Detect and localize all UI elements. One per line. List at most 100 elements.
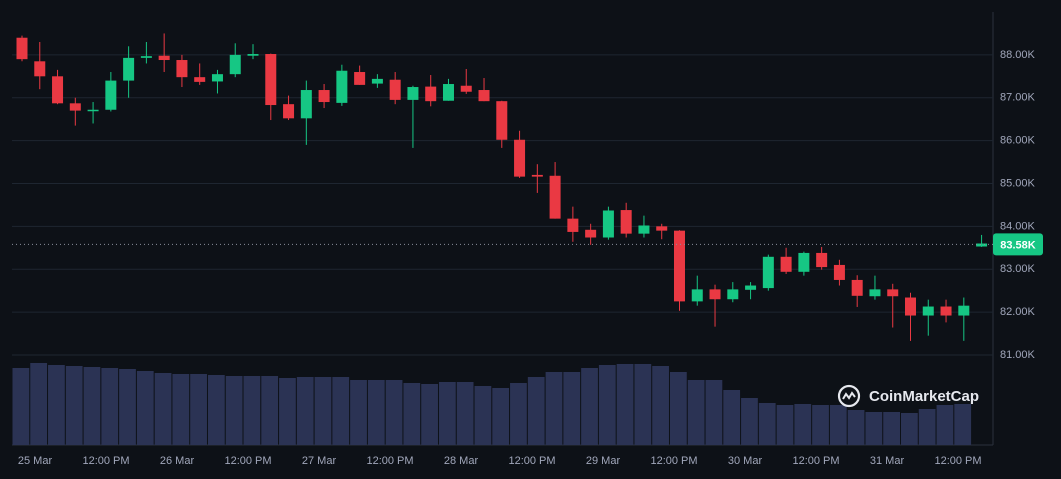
volume-bar — [527, 377, 545, 445]
candle-body — [958, 305, 970, 316]
volume-bar — [48, 365, 65, 445]
logo-icon — [837, 384, 861, 408]
candle-body — [780, 256, 792, 272]
volume-bar — [705, 380, 723, 445]
candle-body — [211, 74, 223, 82]
candle-body — [176, 60, 188, 78]
candle-body — [69, 103, 81, 111]
candle-body — [549, 175, 561, 219]
volume-bar — [207, 375, 225, 445]
volume-bar — [598, 365, 616, 445]
volume-bar — [669, 372, 687, 445]
candle-body — [833, 264, 845, 280]
volume-bar — [936, 405, 954, 445]
volume-bar — [563, 372, 581, 445]
x-tick-label: 31 Mar — [870, 455, 905, 467]
volume-bar — [723, 390, 741, 445]
volume-bar — [65, 366, 83, 445]
x-tick-label: 12:00 PM — [508, 455, 555, 467]
candle-body — [745, 285, 757, 290]
candle-body — [762, 256, 774, 289]
candle-body — [496, 101, 508, 140]
volume-bar — [172, 374, 190, 445]
volume-bar — [350, 380, 367, 445]
candle-body — [851, 279, 863, 296]
x-tick-label: 27 Mar — [302, 455, 337, 467]
x-tick-label: 30 Mar — [728, 455, 763, 467]
volume-bar — [776, 405, 794, 445]
candle-body — [87, 109, 99, 112]
candle-body — [922, 306, 934, 316]
volume-bar — [261, 376, 279, 445]
candle-body — [442, 84, 454, 101]
candle-body — [247, 54, 259, 56]
candle-body — [709, 289, 721, 300]
candle-body — [585, 229, 597, 238]
x-tick-label: 12:00 PM — [650, 455, 697, 467]
candle-body — [460, 85, 472, 92]
volume-bar — [847, 410, 865, 445]
candle-body — [673, 230, 685, 302]
candle-body — [229, 54, 241, 75]
volume-bar — [83, 367, 101, 445]
volume-bar — [154, 373, 172, 445]
volume-bar — [829, 405, 847, 445]
volume-bar — [225, 376, 243, 445]
y-tick-label: 85.00K — [1000, 177, 1036, 189]
volume-bar — [119, 369, 136, 445]
x-tick-label: 28 Mar — [444, 455, 479, 467]
volume-bar — [190, 374, 207, 445]
candle-body — [16, 37, 28, 60]
candle-body — [905, 297, 916, 316]
candle-body — [567, 218, 579, 232]
y-tick-label: 87.00K — [1000, 92, 1036, 104]
candle-body — [265, 54, 277, 106]
candle-body — [354, 72, 366, 85]
current-price-label: 83.58K — [1000, 239, 1036, 251]
candle-body — [727, 289, 739, 300]
volume-bar — [652, 366, 669, 445]
volume-bar — [403, 383, 421, 445]
volume-bar — [438, 382, 456, 445]
volume-bar — [456, 382, 474, 445]
candle-body — [638, 225, 650, 234]
volume-bar — [101, 368, 119, 445]
candle-body — [158, 55, 170, 61]
candle-body — [602, 210, 614, 238]
candle-body — [656, 226, 668, 231]
candle-body — [691, 289, 703, 302]
volume-bar — [545, 372, 563, 445]
candle-body — [531, 174, 543, 177]
y-tick-label: 86.00K — [1000, 135, 1036, 147]
candle-body — [336, 70, 348, 103]
volume-bar — [30, 363, 48, 445]
candle-body — [478, 90, 490, 102]
current-price-tag — [993, 233, 1043, 256]
x-tick-label: 12:00 PM — [792, 455, 839, 467]
candle-body — [798, 252, 810, 272]
volume-bar — [314, 377, 332, 445]
x-tick-label: 12:00 PM — [934, 455, 981, 467]
candle-body — [407, 87, 419, 100]
volume-bar — [954, 404, 972, 445]
candle-body — [887, 289, 899, 297]
volume-bar — [421, 384, 438, 445]
x-tick-label: 29 Mar — [586, 455, 621, 467]
candle-body — [940, 306, 952, 316]
candle-body — [976, 243, 988, 247]
candle-body — [318, 90, 330, 103]
volume-bar — [279, 378, 296, 445]
y-tick-label: 84.00K — [1000, 220, 1036, 232]
x-tick-label: 12:00 PM — [82, 455, 129, 467]
candle-body — [425, 86, 437, 102]
volume-bar — [510, 383, 527, 445]
volume-bar — [385, 380, 403, 445]
volume-bar — [741, 398, 758, 445]
volume-bar — [687, 380, 705, 445]
volume-bar — [616, 364, 634, 445]
x-tick-label: 12:00 PM — [366, 455, 413, 467]
candle-body — [140, 56, 152, 58]
volume-bar — [492, 388, 510, 445]
